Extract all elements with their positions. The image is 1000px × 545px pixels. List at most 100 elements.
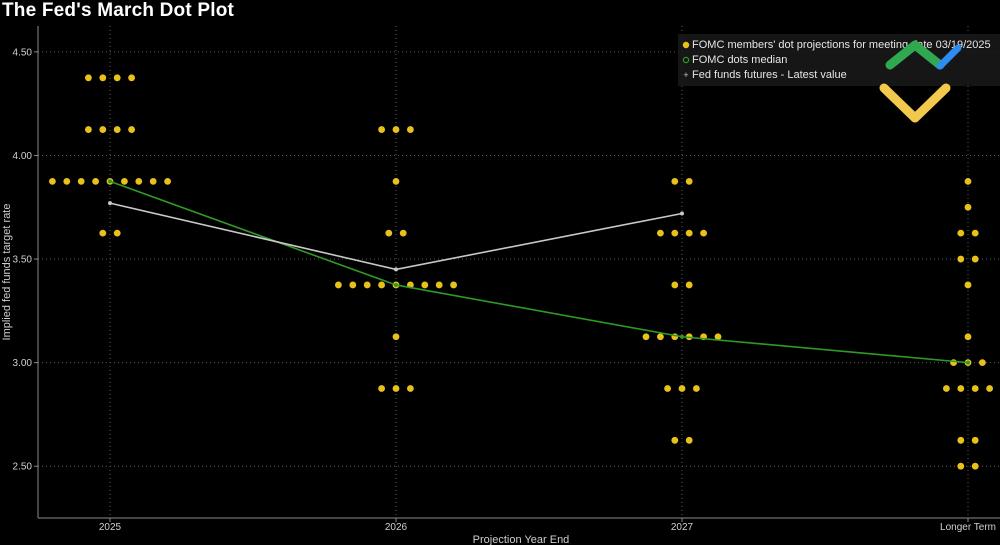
fomc-dot <box>99 74 107 82</box>
legend-dot-marker <box>682 41 690 49</box>
median-line <box>109 180 969 364</box>
legend-futures-marker: + <box>683 70 688 80</box>
median-point <box>394 282 398 287</box>
fomc-dot <box>392 126 400 133</box>
fomc-dot <box>92 177 99 185</box>
fomc-dot <box>113 74 121 82</box>
fomc-dot <box>971 385 979 392</box>
futures-point <box>108 201 112 206</box>
fomc-dot <box>128 74 136 82</box>
y-tick-label: 2.50 <box>13 462 33 473</box>
fomc-dot <box>685 177 693 185</box>
fomc-dot <box>378 385 385 392</box>
x-tick-label: Longer Term <box>940 522 996 533</box>
fomc-dot <box>113 126 121 133</box>
fomc-dot <box>85 126 92 133</box>
fomc-dot <box>164 177 172 185</box>
x-tick-label: 2026 <box>385 522 408 533</box>
fomc-dot <box>363 281 371 289</box>
fomc-dot <box>378 126 385 133</box>
fomc-dot <box>957 229 965 237</box>
fomc-dot <box>63 177 71 185</box>
fomc-dot <box>49 177 56 185</box>
fomc-dot <box>979 359 986 367</box>
fomc-dot <box>385 229 393 237</box>
y-tick-label: 4.50 <box>13 47 33 58</box>
x-tick-label: 2027 <box>671 522 694 533</box>
fomc-dot <box>714 333 722 341</box>
median-point <box>108 179 112 184</box>
fomc-dot <box>685 281 693 289</box>
fomc-dot <box>421 281 429 289</box>
fomc-dot <box>407 126 414 133</box>
median-point <box>680 334 684 339</box>
fomc-dot <box>671 436 679 444</box>
y-tick-label: 3.00 <box>13 358 33 369</box>
fomc-dot <box>971 462 979 470</box>
y-tick-label: 4.00 <box>13 151 33 162</box>
fomc-dot <box>113 229 121 237</box>
fomc-dot <box>657 229 664 237</box>
legend-entry: FOMC dots median <box>692 54 787 66</box>
fomc-dot <box>99 229 107 237</box>
fomc-dot <box>671 281 679 289</box>
fomc-dot <box>664 385 671 392</box>
fomc-dot <box>128 126 136 133</box>
fomc-dot <box>971 255 979 263</box>
fomc-dot <box>399 229 407 237</box>
fomc-dot <box>678 385 686 392</box>
fomc-dot <box>99 126 107 133</box>
fomc-dot <box>349 281 357 289</box>
y-tick-label: 3.50 <box>13 255 33 266</box>
y-axis-title: Implied fed funds target rate <box>1 204 13 341</box>
median-point <box>966 360 970 365</box>
fomc-dot <box>671 229 679 237</box>
futures-point <box>680 211 684 216</box>
fomc-dot <box>957 462 965 470</box>
logo-green-chevron <box>885 40 945 70</box>
fomc-dot <box>957 255 965 263</box>
x-axis-title: Projection Year End <box>473 534 570 545</box>
fomc-dot <box>950 359 957 367</box>
fomc-dot <box>971 229 979 237</box>
logo-yellow-chevron <box>879 83 951 123</box>
fomc-dot <box>135 177 143 185</box>
logo-blue-stroke <box>936 44 962 70</box>
fomc-dot <box>435 281 443 289</box>
chart-title: The Fed's March Dot Plot <box>2 0 235 21</box>
fomc-dot <box>685 436 693 444</box>
fomc-dot <box>957 385 965 392</box>
fomc-dot <box>671 177 679 185</box>
fomc-dot <box>693 385 700 392</box>
fomc-dot <box>121 177 128 185</box>
x-tick-label: 2025 <box>99 522 122 533</box>
fomc-dot <box>450 281 457 289</box>
fomc-dot <box>964 281 972 289</box>
fomc-dot <box>77 177 85 185</box>
fomc-dot <box>986 385 993 392</box>
fomc-dot <box>964 333 972 341</box>
legend-entry: Fed funds futures - Latest value <box>692 69 847 81</box>
fomc-dot <box>700 229 707 237</box>
futures-point <box>394 267 398 272</box>
fomc-dot <box>392 385 400 392</box>
fomc-dot <box>971 436 979 444</box>
fomc-dot <box>657 333 664 341</box>
fomc-dot <box>85 74 92 82</box>
fomc-dot <box>378 281 385 289</box>
brand-logo-icon <box>879 40 962 123</box>
fomc-dot <box>957 436 965 444</box>
fomc-dot <box>149 177 157 185</box>
fomc-dot <box>642 333 650 341</box>
fomc-dot <box>407 385 414 392</box>
fomc-dot <box>392 333 400 341</box>
fomc-dot <box>964 177 972 185</box>
fomc-dot <box>964 203 972 211</box>
fomc-dot <box>392 177 400 185</box>
fomc-dot <box>335 281 342 289</box>
fomc-dot <box>685 229 693 237</box>
legend-median-marker <box>682 56 690 64</box>
legend-entry: FOMC members' dot projections for meetin… <box>692 39 991 51</box>
fomc-dot <box>943 385 950 392</box>
